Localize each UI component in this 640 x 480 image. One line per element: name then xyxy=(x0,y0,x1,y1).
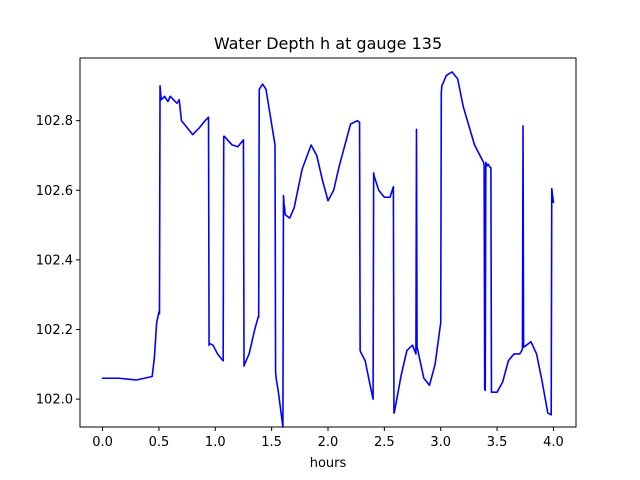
x-tick-label: 0.5 xyxy=(149,435,170,450)
series-layer xyxy=(101,71,555,428)
x-tick-label: 2.5 xyxy=(374,435,395,450)
x-axis-label: hours xyxy=(310,456,347,471)
x-axis-ticks: 0.0 0.5 1.0 1.5 2.0 2.5 3.0 3.5 4.0 xyxy=(92,427,564,450)
x-tick-label: 1.5 xyxy=(261,435,282,450)
y-tick-label: 102.0 xyxy=(36,393,73,408)
x-tick-label: 2.0 xyxy=(318,435,339,450)
chart-title: Water Depth h at gauge 135 xyxy=(214,34,442,53)
y-tick-label: 102.4 xyxy=(36,253,73,268)
y-axis-ticks: 102.0 102.2 102.4 102.6 102.8 xyxy=(36,114,80,408)
x-tick-label: 3.5 xyxy=(487,435,508,450)
y-tick-label: 102.2 xyxy=(36,323,73,338)
x-tick-label: 0.0 xyxy=(92,435,113,450)
series-line-0 xyxy=(101,71,555,428)
x-tick-label: 4.0 xyxy=(543,435,564,450)
plot-frame xyxy=(79,57,577,428)
x-tick-label: 3.0 xyxy=(430,435,451,450)
y-tick-label: 102.8 xyxy=(36,114,73,129)
x-tick-label: 1.0 xyxy=(205,435,226,450)
plot-area xyxy=(80,58,576,427)
y-tick-label: 102.6 xyxy=(36,184,73,199)
